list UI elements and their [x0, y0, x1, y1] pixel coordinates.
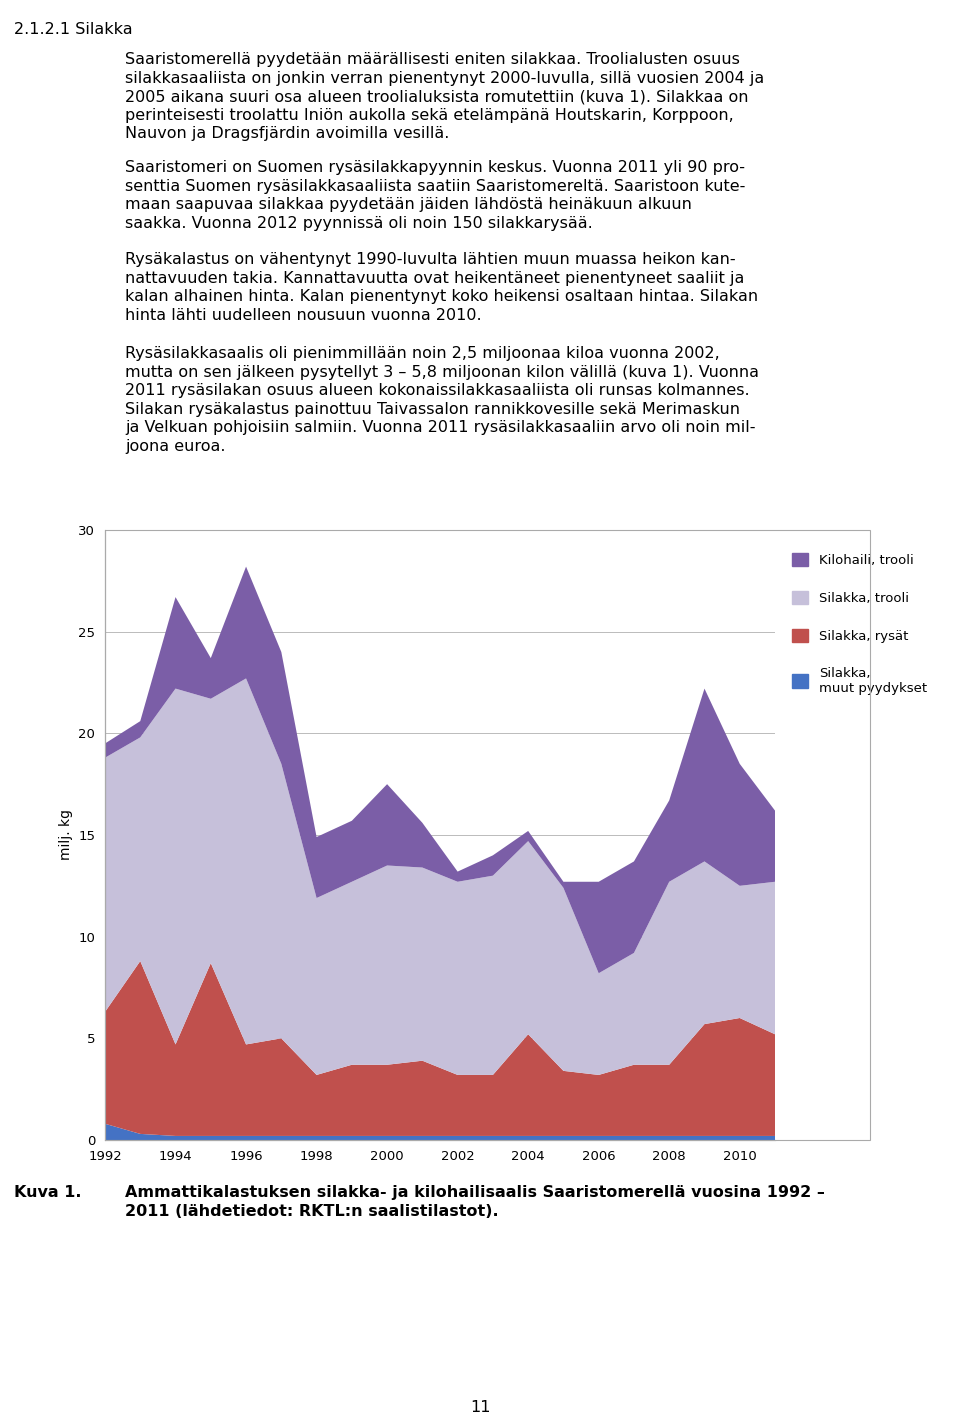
- Text: 2011 (lähdetiedot: RKTL:n saalistilastot).: 2011 (lähdetiedot: RKTL:n saalistilastot…: [125, 1204, 498, 1218]
- Text: hinta lähti uudelleen nousuun vuonna 2010.: hinta lähti uudelleen nousuun vuonna 201…: [125, 308, 482, 322]
- Text: Silakan rysäkalastus painottuu Taivassalon rannikkovesille sekä Merimaskun: Silakan rysäkalastus painottuu Taivassal…: [125, 402, 740, 416]
- Text: Saaristomerellä pyydetään määrällisesti eniten silakkaa. Troolialusten osuus: Saaristomerellä pyydetään määrällisesti …: [125, 51, 740, 67]
- Text: 11: 11: [469, 1399, 491, 1415]
- Text: silakkasaaliista on jonkin verran pienentynyt 2000-luvulla, sillä vuosien 2004 j: silakkasaaliista on jonkin verran pienen…: [125, 70, 764, 86]
- Text: Kuva 1.: Kuva 1.: [14, 1186, 82, 1200]
- Text: Rysäkalastus on vähentynyt 1990-luvulta lähtien muun muassa heikon kan-: Rysäkalastus on vähentynyt 1990-luvulta …: [125, 252, 735, 266]
- Text: saakka. Vuonna 2012 pyynnissä oli noin 150 silakkarysää.: saakka. Vuonna 2012 pyynnissä oli noin 1…: [125, 215, 592, 231]
- Text: perinteisesti troolattu Iniön aukolla sekä etelämpänä Houtskarin, Korppoon,: perinteisesti troolattu Iniön aukolla se…: [125, 107, 733, 123]
- Text: Nauvon ja Dragsfjärdin avoimilla vesillä.: Nauvon ja Dragsfjärdin avoimilla vesillä…: [125, 125, 449, 141]
- Text: joona euroa.: joona euroa.: [125, 439, 226, 453]
- Text: Rysäsilakkasaalis oli pienimmillään noin 2,5 miljoonaa kiloa vuonna 2002,: Rysäsilakkasaalis oli pienimmillään noin…: [125, 346, 720, 361]
- Y-axis label: milj. kg: milj. kg: [59, 809, 73, 861]
- Text: 2.1.2.1 Silakka: 2.1.2.1 Silakka: [14, 21, 132, 37]
- Text: senttia Suomen rysäsilakkasaaliista saatiin Saaristomereltä. Saaristoon kute-: senttia Suomen rysäsilakkasaaliista saat…: [125, 178, 745, 194]
- Legend: Kilohaili, trooli, Silakka, trooli, Silakka, rysät, Silakka,
muut pyydykset: Kilohaili, trooli, Silakka, trooli, Sila…: [788, 549, 931, 698]
- Text: Ammattikalastuksen silakka- ja kilohailisaalis Saaristomerellä vuosina 1992 –: Ammattikalastuksen silakka- ja kilohaili…: [125, 1186, 825, 1200]
- Text: Saaristomeri on Suomen rysäsilakkapyynnin keskus. Vuonna 2011 yli 90 pro-: Saaristomeri on Suomen rysäsilakkapyynni…: [125, 160, 745, 175]
- Text: mutta on sen jälkeen pysytellyt 3 – 5,8 miljoonan kilon välillä (kuva 1). Vuonna: mutta on sen jälkeen pysytellyt 3 – 5,8 …: [125, 365, 759, 379]
- Text: 2005 aikana suuri osa alueen troolialuksista romutettiin (kuva 1). Silakkaa on: 2005 aikana suuri osa alueen troolialuks…: [125, 88, 749, 104]
- Text: ja Velkuan pohjoisiin salmiin. Vuonna 2011 rysäsilakkasaaliin arvo oli noin mil-: ja Velkuan pohjoisiin salmiin. Vuonna 20…: [125, 420, 756, 435]
- Text: 2011 rysäsilakan osuus alueen kokonaissilakkasaaliista oli runsas kolmannes.: 2011 rysäsilakan osuus alueen kokonaissi…: [125, 383, 750, 398]
- Text: nattavuuden takia. Kannattavuutta ovat heikentäneet pienentyneet saaliit ja: nattavuuden takia. Kannattavuutta ovat h…: [125, 271, 744, 285]
- Text: kalan alhainen hinta. Kalan pienentynyt koko heikensi osaltaan hintaa. Silakan: kalan alhainen hinta. Kalan pienentynyt …: [125, 289, 758, 304]
- Text: maan saapuvaa silakkaa pyydetään jäiden lähdöstä heinäkuun alkuun: maan saapuvaa silakkaa pyydetään jäiden …: [125, 197, 692, 212]
